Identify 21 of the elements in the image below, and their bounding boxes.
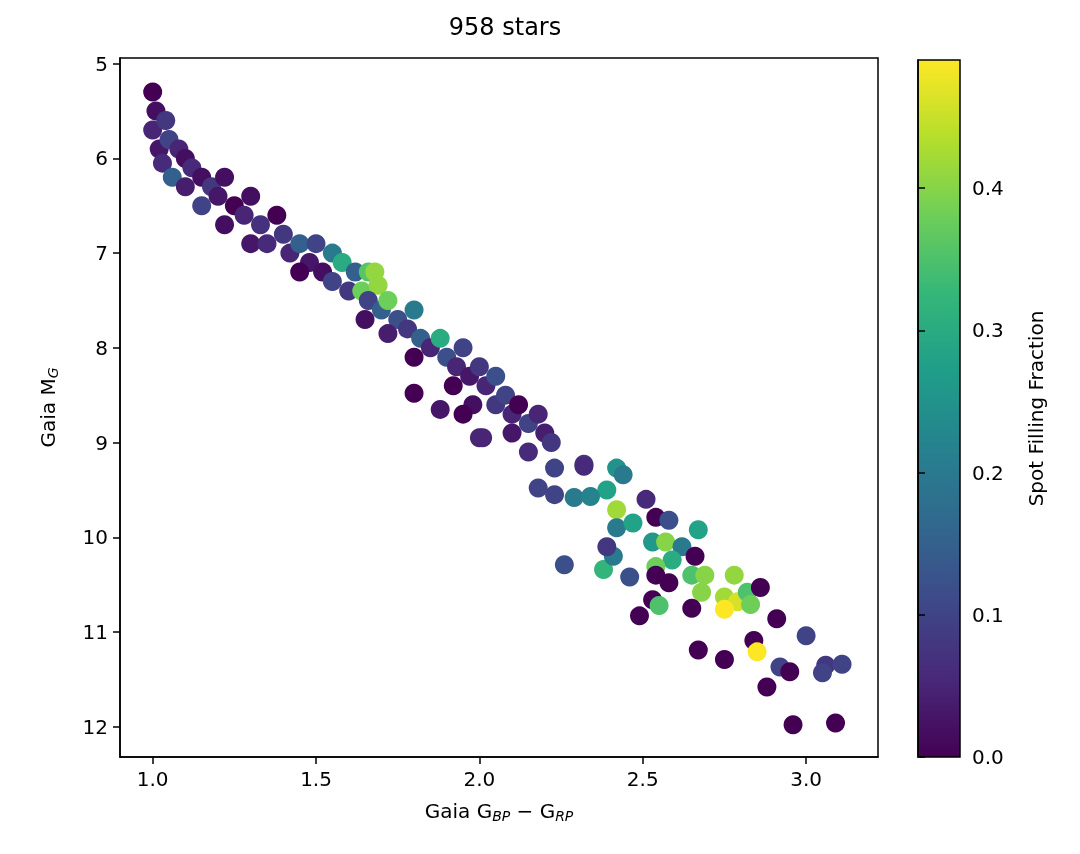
y-tick-label: 12 — [82, 714, 108, 739]
color-bar-label: 0.1 — [972, 602, 1004, 627]
x-tick-label: 2.0 — [463, 767, 496, 791]
x-tick-label: 1.5 — [300, 767, 332, 791]
y-tick-label: 9 — [95, 430, 108, 455]
x-tick-label: 2.5 — [626, 767, 659, 791]
y-tick-label: 11 — [82, 619, 108, 644]
color-bar-label: 0.4 — [972, 176, 1004, 201]
y-tick-label: 7 — [95, 241, 108, 266]
color-bar-title: Spot Filling Fraction — [1024, 310, 1048, 507]
color-bar-label: 0.3 — [972, 318, 1004, 343]
chart-title: 958 stars — [448, 13, 562, 41]
y-tick-label: 5 — [95, 51, 108, 76]
y-tick-label: 10 — [82, 525, 108, 550]
x-tick-label: 1.0 — [136, 767, 169, 791]
y-tick-label: 6 — [95, 146, 108, 171]
x-tick-label: 3.0 — [790, 767, 823, 791]
y-axis-title: Gaia MG — [36, 367, 61, 448]
color-bar-label: 0.2 — [972, 460, 1004, 485]
color-bar-label: 0.0 — [972, 745, 1004, 769]
y-tick-label: 8 — [95, 335, 108, 360]
